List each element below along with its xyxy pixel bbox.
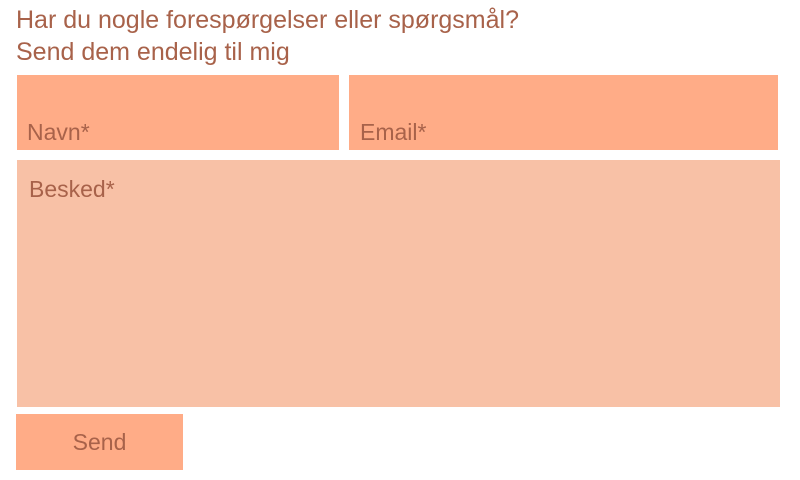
email-field[interactable] (349, 75, 778, 150)
heading-line-1: Har du nogle forespørgelser eller spørgs… (16, 6, 519, 34)
message-field[interactable] (17, 160, 780, 407)
send-button[interactable]: Send (16, 414, 183, 470)
contact-heading: Har du nogle forespørgelser eller spørgs… (16, 4, 519, 68)
name-field[interactable] (17, 75, 339, 150)
heading-line-2: Send dem endelig til mig (16, 38, 290, 66)
